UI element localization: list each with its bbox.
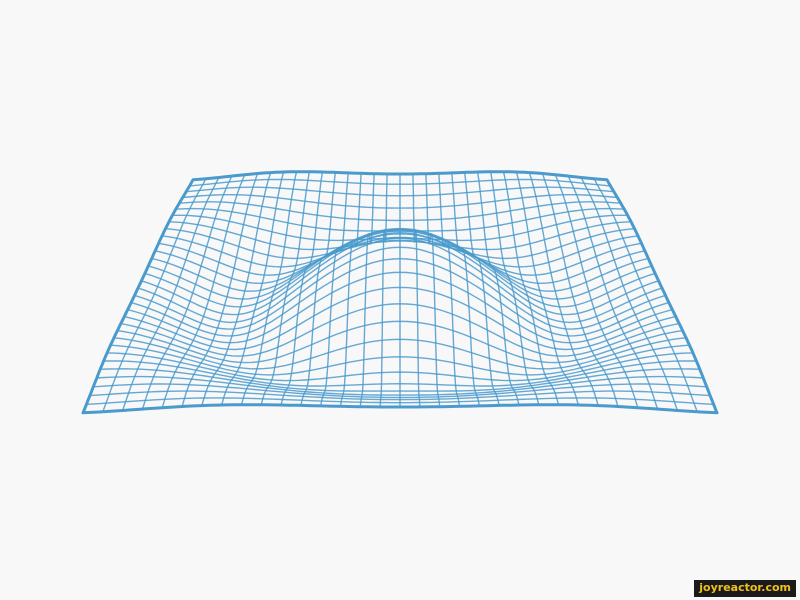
grid-line-row	[93, 383, 707, 399]
grid-line-col	[339, 173, 362, 407]
grid-line-row	[124, 286, 676, 351]
grid-line-col	[502, 171, 560, 405]
grid-line-col	[515, 171, 579, 406]
grid-line-col	[451, 172, 480, 407]
grid-line-row	[107, 352, 693, 382]
grid-line-col	[554, 174, 639, 408]
grid-line-row	[103, 360, 697, 387]
grid-line-row	[134, 246, 666, 330]
grid-line-row	[96, 375, 704, 396]
grid-line-col	[567, 175, 659, 410]
grid-line-col	[593, 178, 698, 413]
grid-line-row	[89, 390, 711, 401]
grid-line-col	[425, 173, 441, 407]
wireframe-grid-lines	[86, 171, 714, 413]
grid-line-col	[320, 172, 349, 406]
grid-line-row	[130, 257, 670, 337]
grid-line-row	[113, 337, 687, 370]
grid-line-col	[580, 177, 679, 411]
grid-line-row	[110, 344, 690, 376]
grid-line-col	[412, 173, 421, 407]
grid-line-row	[127, 271, 673, 344]
grid-line-col	[464, 172, 500, 406]
grid-line-col	[438, 173, 461, 407]
watermark-badge: joyreactor.com	[694, 580, 796, 597]
grid-line-col	[528, 172, 599, 406]
grid-line-row	[117, 320, 683, 364]
wireframe-outline	[81, 170, 719, 415]
grid-line-col	[489, 171, 540, 405]
grid-line-row	[120, 303, 680, 357]
grid-line-col	[541, 173, 619, 407]
grid-line-row	[100, 368, 700, 392]
grid-line-row	[86, 397, 714, 405]
grid-line-col	[476, 171, 520, 406]
